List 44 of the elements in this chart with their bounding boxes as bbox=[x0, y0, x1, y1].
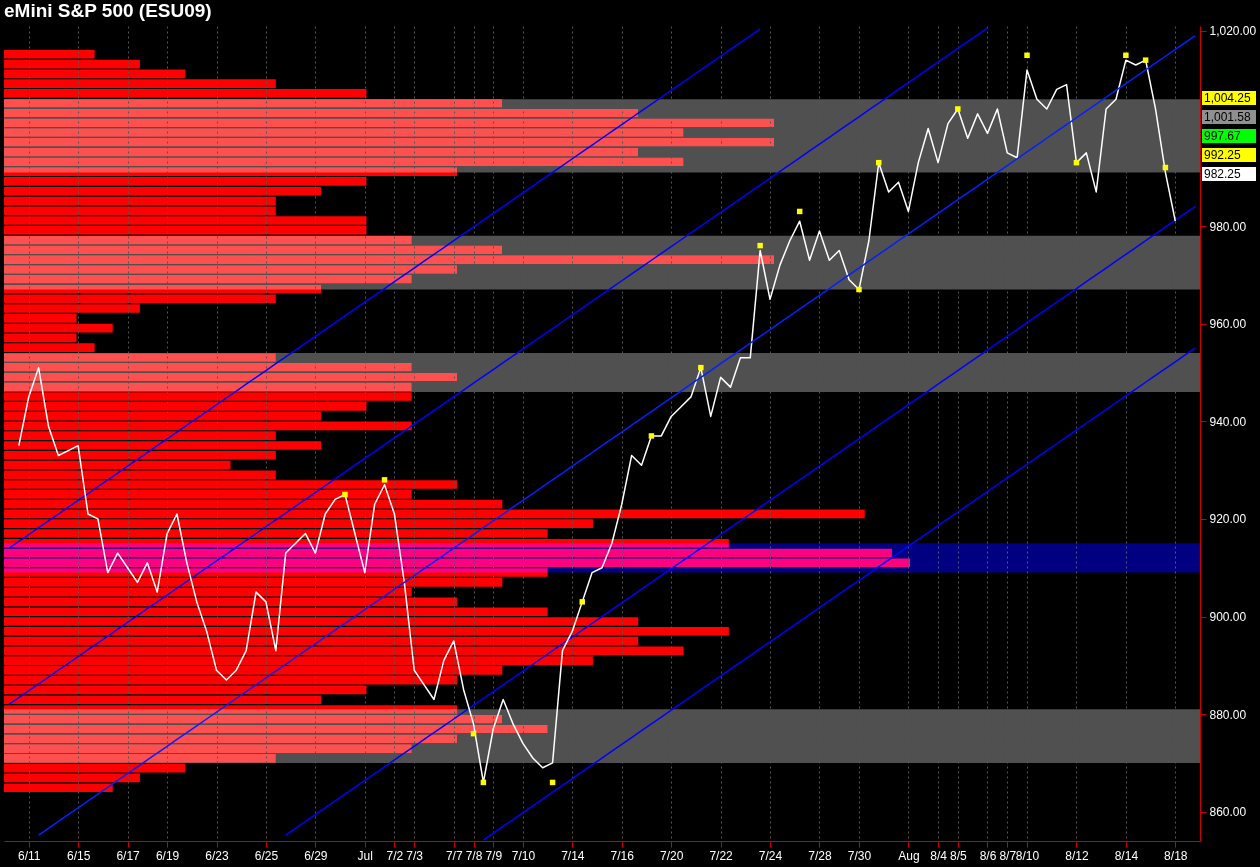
x-tick-label: 6/15 bbox=[66, 848, 91, 863]
y-tick-label: 1,020.00 bbox=[1209, 24, 1257, 39]
x-tick-label: 8/6 bbox=[979, 848, 997, 863]
x-tick-label: 6/11 bbox=[17, 848, 41, 863]
x-tick-label: 8/14 bbox=[1114, 848, 1139, 863]
y-tick-label: 920.00 bbox=[1209, 512, 1247, 527]
x-tick-label: 7/28 bbox=[808, 848, 832, 863]
x-tick-label: 8/4 bbox=[930, 848, 948, 863]
x-tick-label: 8/10 bbox=[1015, 848, 1040, 863]
x-tick-label: 8/18 bbox=[1164, 848, 1188, 863]
y-tick-label: 900.00 bbox=[1209, 610, 1247, 625]
text: 992.25 bbox=[1204, 148, 1242, 162]
x-tick-label: Aug bbox=[898, 848, 920, 863]
x-tick-label: Jul bbox=[357, 848, 373, 863]
x-tick-label: 7/20 bbox=[660, 848, 684, 863]
y-tick-label: 940.00 bbox=[1209, 414, 1247, 429]
x-tick-label: 7/3 bbox=[406, 848, 424, 863]
y-tick-label: 880.00 bbox=[1209, 707, 1247, 722]
x-tick-label: 7/22 bbox=[709, 848, 734, 863]
x-tick-label: 8/5 bbox=[949, 848, 967, 863]
x-tick-label: 7/2 bbox=[386, 848, 404, 863]
x-tick-label: 6/29 bbox=[304, 848, 328, 863]
x-tick-label: 6/17 bbox=[116, 848, 141, 863]
x-tick-label: 7/7 bbox=[445, 848, 463, 863]
x-tick-label: 7/8 bbox=[465, 848, 483, 863]
text: 1,004.25 bbox=[1204, 91, 1252, 105]
x-tick-label: 6/23 bbox=[205, 848, 230, 863]
x-tick-label: 7/10 bbox=[511, 848, 536, 863]
chart-title: eMini S&P 500 (ESU09) bbox=[4, 0, 212, 21]
x-tick-label: 7/30 bbox=[847, 848, 872, 863]
text: 1,001.58 bbox=[1204, 110, 1252, 124]
x-tick-label: 7/14 bbox=[561, 848, 585, 863]
x-tick-label: 7/24 bbox=[758, 848, 783, 863]
x-tick-label: 8/7 bbox=[999, 848, 1017, 863]
x-tick-label: 7/9 bbox=[485, 848, 503, 863]
x-tick-label: 8/12 bbox=[1065, 848, 1089, 863]
x-tick-label: 7/16 bbox=[610, 848, 635, 863]
y-tick-label: 860.00 bbox=[1209, 805, 1247, 820]
text: 982.25 bbox=[1204, 167, 1242, 181]
x-tick-label: 6/19 bbox=[155, 848, 180, 863]
text: 997.67 bbox=[1204, 129, 1242, 143]
y-tick-label: 960.00 bbox=[1209, 317, 1247, 332]
x-tick-label: 6/25 bbox=[254, 848, 279, 863]
y-tick-label: 980.00 bbox=[1209, 219, 1247, 234]
